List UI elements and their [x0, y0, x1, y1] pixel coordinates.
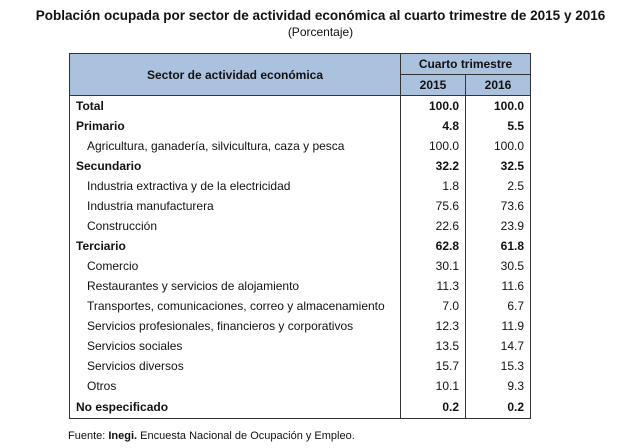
table-title: Población ocupada por sector de activida…	[35, 8, 606, 23]
table-row: Agricultura, ganadería, silvicultura, ca…	[69, 136, 531, 156]
row-label: Servicios diversos	[69, 356, 401, 376]
value-2016: 6.7	[465, 296, 531, 316]
table-row: Servicios profesionales, financieros y c…	[69, 316, 531, 336]
row-label: Terciario	[69, 236, 401, 256]
source-note: Fuente: Inegi. Encuesta Nacional de Ocup…	[68, 430, 355, 442]
source-org: Inegi.	[108, 430, 138, 442]
value-2015: 62.8	[400, 236, 466, 256]
row-label: Construcción	[69, 216, 401, 236]
table-row: Servicios diversos 15.7 15.3	[69, 356, 531, 376]
value-2016: 100.0	[465, 136, 531, 156]
row-label: Servicios sociales	[69, 336, 401, 356]
value-2015: 32.2	[400, 156, 466, 176]
value-2015: 15.7	[400, 356, 466, 376]
value-2016: 23.9	[465, 216, 531, 236]
table-row: Total 100.0 100.0	[69, 95, 531, 116]
value-2015: 4.8	[400, 116, 466, 136]
value-2016: 61.8	[465, 236, 531, 256]
table-row: Terciario 62.8 61.8	[69, 236, 531, 256]
value-2016: 15.3	[465, 356, 531, 376]
row-label: Primario	[69, 116, 401, 136]
table-row: Restaurantes y servicios de alojamiento 1…	[69, 276, 531, 296]
header-2015: 2015	[400, 74, 466, 96]
table-subtitle: (Porcentaje)	[287, 25, 354, 39]
row-label: Secundario	[69, 156, 401, 176]
table-row: Industria manufacturera 75.6 73.6	[69, 196, 531, 216]
value-2015: 7.0	[400, 296, 466, 316]
value-2016: 5.5	[465, 116, 531, 136]
row-label: Total	[69, 95, 401, 116]
value-2015: 22.6	[400, 216, 466, 236]
value-2015: 0.2	[400, 396, 466, 418]
header-quarter: Cuarto trimestre	[400, 53, 531, 75]
employment-table: Sector de actividad económica Cuarto tri…	[69, 53, 531, 419]
value-2016: 32.5	[465, 156, 531, 176]
value-2016: 73.6	[465, 196, 531, 216]
table-row: Secundario 32.2 32.5	[69, 156, 531, 176]
table-row: Servicios sociales 13.5 14.7	[69, 336, 531, 356]
row-label: Restaurantes y servicios de alojamiento	[69, 276, 401, 296]
row-label: Industria extractiva y de la electricida…	[69, 176, 401, 196]
value-2015: 13.5	[400, 336, 466, 356]
table-row: Primario 4.8 5.5	[69, 116, 531, 136]
row-label: Agricultura, ganadería, silvicultura, ca…	[69, 136, 401, 156]
value-2015: 12.3	[400, 316, 466, 336]
source-prefix: Fuente:	[68, 430, 109, 442]
value-2016: 14.7	[465, 336, 531, 356]
value-2015: 100.0	[400, 136, 466, 156]
table-row: Industria extractiva y de la electricida…	[69, 176, 531, 196]
table-row: Comercio 30.1 30.5	[69, 256, 531, 276]
value-2015: 11.3	[400, 276, 466, 296]
table-row: Otros 10.1 9.3	[69, 376, 531, 396]
header-2016: 2016	[465, 74, 531, 96]
value-2016: 0.2	[465, 396, 531, 418]
value-2016: 11.9	[465, 316, 531, 336]
value-2016: 9.3	[465, 376, 531, 396]
value-2015: 75.6	[400, 196, 466, 216]
value-2016: 11.6	[465, 276, 531, 296]
value-2015: 100.0	[400, 95, 466, 116]
row-label: Otros	[69, 376, 401, 396]
value-2016: 2.5	[465, 176, 531, 196]
table-row: Construcción 22.6 23.9	[69, 216, 531, 236]
row-label: Transportes, comunicaciones, correo y al…	[69, 296, 401, 316]
value-2016: 100.0	[465, 95, 531, 116]
value-2015: 30.1	[400, 256, 466, 276]
table-row: Transportes, comunicaciones, correo y al…	[69, 296, 531, 316]
value-2015: 10.1	[400, 376, 466, 396]
row-label: Comercio	[69, 256, 401, 276]
value-2016: 30.5	[465, 256, 531, 276]
header-sector: Sector de actividad económica	[69, 53, 401, 96]
value-2015: 1.8	[400, 176, 466, 196]
row-label: No especificado	[69, 396, 401, 418]
source-text: Encuesta Nacional de Ocupación y Empleo.	[137, 430, 355, 442]
table-row: No especificado 0.2 0.2	[69, 396, 531, 418]
row-label: Servicios profesionales, financieros y c…	[69, 316, 401, 336]
row-label: Industria manufacturera	[69, 196, 401, 216]
